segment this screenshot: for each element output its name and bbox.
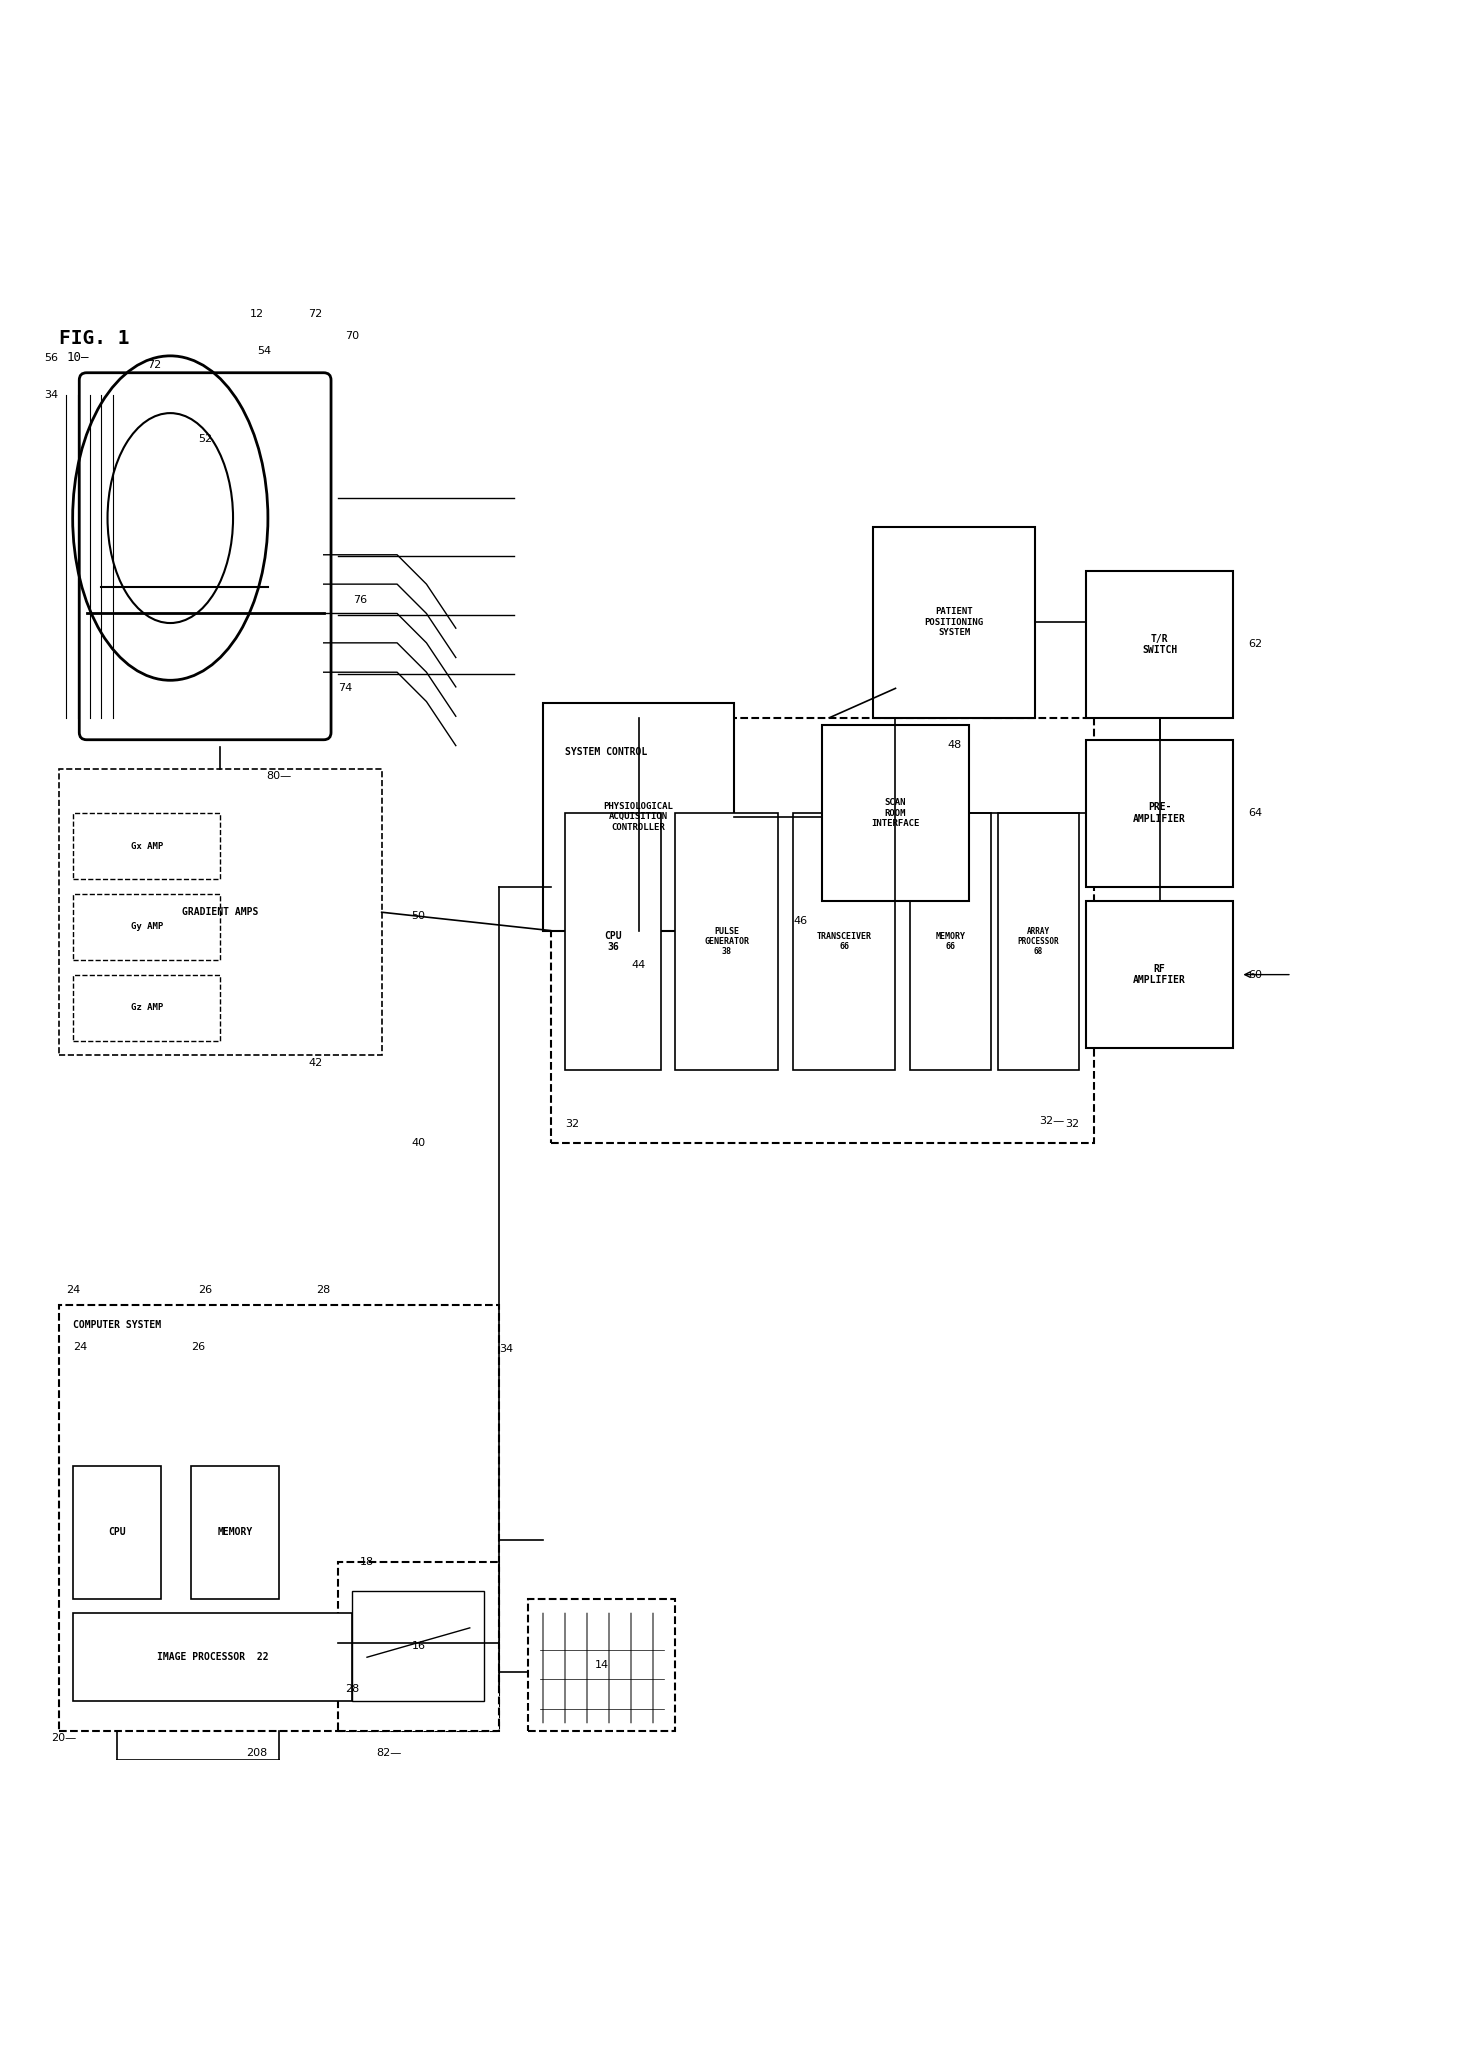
FancyBboxPatch shape (543, 704, 734, 930)
Text: 12: 12 (250, 310, 264, 318)
Text: SCAN
ROOM
INTERFACE: SCAN ROOM INTERFACE (872, 798, 919, 829)
FancyBboxPatch shape (73, 895, 220, 960)
FancyBboxPatch shape (675, 813, 778, 1069)
Text: 10—: 10— (66, 351, 88, 363)
Text: PULSE
GENERATOR
38: PULSE GENERATOR 38 (705, 928, 749, 956)
FancyBboxPatch shape (59, 770, 382, 1055)
Text: 72: 72 (147, 361, 161, 371)
Text: 14: 14 (595, 1660, 609, 1670)
Text: 40: 40 (411, 1139, 426, 1149)
FancyBboxPatch shape (338, 1562, 499, 1730)
Text: 28: 28 (345, 1685, 360, 1695)
Text: 28: 28 (316, 1285, 330, 1295)
FancyBboxPatch shape (73, 975, 220, 1040)
Text: 74: 74 (338, 683, 352, 694)
Text: GRADIENT AMPS: GRADIENT AMPS (182, 907, 258, 917)
Text: TRANSCEIVER
66: TRANSCEIVER 66 (816, 932, 872, 952)
FancyBboxPatch shape (565, 813, 661, 1069)
Text: 32: 32 (1064, 1118, 1079, 1129)
Text: CPU
36: CPU 36 (603, 932, 622, 952)
FancyBboxPatch shape (998, 813, 1079, 1069)
FancyBboxPatch shape (1086, 739, 1233, 886)
Text: CPU: CPU (109, 1527, 126, 1537)
Text: 32—: 32— (1039, 1116, 1064, 1127)
FancyBboxPatch shape (822, 724, 969, 901)
Text: 26: 26 (198, 1285, 213, 1295)
Text: 62: 62 (1248, 640, 1262, 648)
Text: 44: 44 (631, 960, 646, 971)
Text: FIG. 1: FIG. 1 (59, 328, 129, 347)
Text: 82—: 82— (376, 1748, 402, 1759)
Text: 52: 52 (198, 433, 213, 443)
Text: 208: 208 (247, 1748, 267, 1759)
FancyBboxPatch shape (528, 1599, 675, 1730)
Text: PATIENT
POSITIONING
SYSTEM: PATIENT POSITIONING SYSTEM (925, 607, 984, 638)
Text: 80—: 80— (266, 772, 292, 782)
FancyBboxPatch shape (73, 813, 220, 878)
Text: RF
AMPLIFIER: RF AMPLIFIER (1133, 964, 1186, 985)
Text: 24: 24 (66, 1285, 81, 1295)
Text: 20—: 20— (51, 1734, 76, 1742)
Text: Gx AMP: Gx AMP (131, 841, 163, 852)
Text: 24: 24 (73, 1342, 88, 1352)
FancyBboxPatch shape (793, 813, 895, 1069)
Text: COMPUTER SYSTEM: COMPUTER SYSTEM (73, 1319, 161, 1330)
FancyBboxPatch shape (59, 1305, 499, 1730)
FancyBboxPatch shape (191, 1467, 279, 1599)
Text: PHYSIOLOGICAL
ACQUISITION
CONTROLLER: PHYSIOLOGICAL ACQUISITION CONTROLLER (603, 802, 674, 831)
Text: 72: 72 (308, 310, 323, 318)
Text: Gy AMP: Gy AMP (131, 923, 163, 932)
Text: T/R
SWITCH: T/R SWITCH (1142, 634, 1177, 655)
Text: 50: 50 (411, 911, 426, 921)
FancyBboxPatch shape (73, 1613, 352, 1701)
FancyBboxPatch shape (550, 718, 1094, 1143)
Text: PRE-
AMPLIFIER: PRE- AMPLIFIER (1133, 802, 1186, 825)
FancyBboxPatch shape (873, 527, 1035, 718)
Text: ARRAY
PROCESSOR
68: ARRAY PROCESSOR 68 (1017, 928, 1060, 956)
FancyBboxPatch shape (1086, 570, 1233, 718)
FancyBboxPatch shape (73, 1467, 161, 1599)
Text: MEMORY: MEMORY (217, 1527, 252, 1537)
Text: 16: 16 (411, 1642, 426, 1652)
Text: 54: 54 (257, 345, 272, 355)
Text: 34: 34 (499, 1344, 514, 1354)
FancyBboxPatch shape (910, 813, 991, 1069)
Text: 26: 26 (191, 1342, 206, 1352)
Text: 56: 56 (44, 353, 59, 363)
Text: 32: 32 (565, 1118, 580, 1129)
Text: 46: 46 (793, 915, 807, 925)
FancyBboxPatch shape (1086, 901, 1233, 1049)
Text: 60: 60 (1248, 971, 1262, 979)
Text: 18: 18 (360, 1557, 374, 1568)
Text: 34: 34 (44, 390, 59, 400)
Text: 76: 76 (352, 595, 367, 605)
Text: 64: 64 (1248, 808, 1262, 819)
Text: 48: 48 (947, 739, 962, 749)
Text: 70: 70 (345, 330, 360, 341)
Text: Gz AMP: Gz AMP (131, 1003, 163, 1012)
Text: IMAGE PROCESSOR  22: IMAGE PROCESSOR 22 (157, 1652, 269, 1662)
Text: MEMORY
66: MEMORY 66 (935, 932, 966, 952)
Text: 42: 42 (308, 1057, 323, 1067)
Text: SYSTEM CONTROL: SYSTEM CONTROL (565, 747, 647, 757)
